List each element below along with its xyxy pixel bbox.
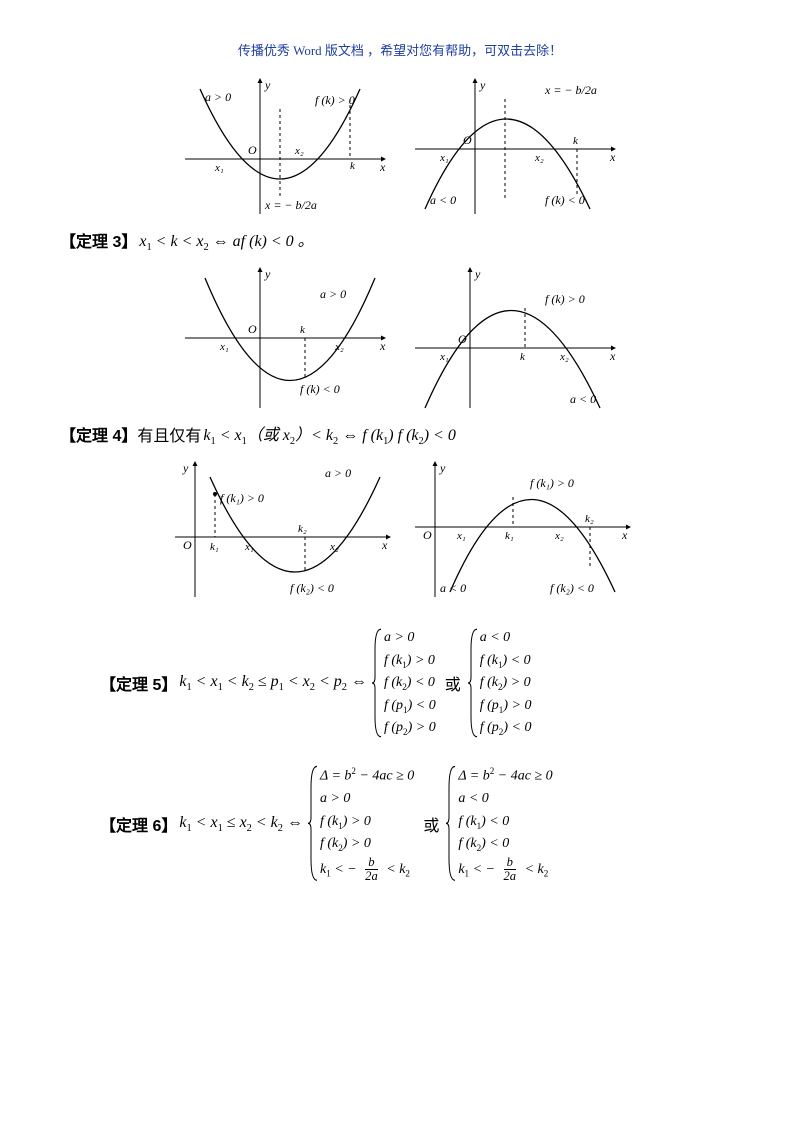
graph-parabola-down-one-root-in-interval: y x O f (k₁) > 0 x₁ k₁ x₂ k₂ a < 0 f (k₂…	[405, 452, 635, 602]
graph-parabola-up-one-root-in-interval: y x O a > 0 f (k₁) > 0 k₁ x₁ k₂ x₂ f (k₂…	[165, 452, 395, 602]
theorem-3-math: x1 < k < x2 ⇔ af (k) < 0 。	[137, 227, 315, 253]
svg-text:x: x	[609, 150, 616, 164]
theorem-6-sys2-lines: Δ = b2 − 4ac ≥ 0a < 0f (k1) < 0f (k2) < …	[456, 764, 554, 883]
theorem-4-prefix: 有且仅有	[137, 422, 201, 446]
theorem-6-lhs: k1 < x1 ≤ x2 < k2 ⇔	[177, 814, 305, 834]
svg-text:k₁: k₁	[505, 530, 514, 542]
svg-text:y: y	[479, 78, 486, 92]
svg-text:k₂: k₂	[298, 523, 307, 535]
figure-row-theorem3: y x O a > 0 x₁ x₂ k f (k) < 0 y x O f (k…	[60, 258, 740, 413]
svg-text:x₁: x₁	[244, 541, 254, 553]
theorem-5-label: 【定理 5】	[100, 671, 177, 695]
theorem-3: 【定理 3】 x1 < k < x2 ⇔ af (k) < 0 。	[60, 227, 740, 253]
svg-text:x₂: x₂	[554, 530, 564, 542]
svg-text:O: O	[248, 322, 257, 336]
theorem-6-label: 【定理 6】	[100, 812, 177, 836]
theorem-6-or: 或	[419, 812, 443, 836]
svg-text:y: y	[474, 267, 481, 281]
svg-text:x₂: x₂	[559, 351, 569, 363]
graph-parabola-up-right-of-roots: y x O a > 0 f (k) > 0 x₁ x₂ k x = − b/2a	[175, 69, 395, 219]
theorem-6-sys1-lines: Δ = b2 − 4ac ≥ 0a > 0f (k1) > 0f (k2) > …	[318, 764, 416, 883]
svg-text:x₂: x₂	[534, 152, 544, 164]
svg-text:x₂: x₂	[334, 341, 344, 353]
svg-text:f (k) > 0: f (k) > 0	[315, 93, 355, 107]
svg-text:f (k₂) < 0: f (k₂) < 0	[550, 581, 594, 595]
svg-text:x: x	[381, 538, 388, 552]
theorem-4-math: k1 < x1（或 x2）< k2 ⇔ f (k1) f (k2) < 0	[201, 421, 457, 447]
svg-text:k: k	[300, 324, 306, 336]
svg-text:x₁: x₁	[456, 530, 466, 542]
svg-text:a < 0: a < 0	[430, 193, 456, 207]
theorem-5-system2: a < 0f (k1) < 0f (k2) > 0f (p1) > 0f (p2…	[468, 627, 534, 739]
figure-row-theorem4: y x O a > 0 f (k₁) > 0 k₁ x₁ k₂ x₂ f (k₂…	[60, 452, 740, 602]
svg-text:x₁: x₁	[439, 351, 449, 363]
svg-text:f (k) > 0: f (k) > 0	[545, 292, 585, 306]
theorem-5-sys1-lines: a > 0f (k1) > 0f (k2) < 0f (p1) < 0f (p2…	[382, 627, 438, 739]
svg-text:x₂: x₂	[294, 145, 304, 157]
svg-text:y: y	[264, 78, 271, 92]
svg-text:x = − b/2a: x = − b/2a	[264, 198, 317, 212]
svg-text:x: x	[379, 160, 386, 174]
theorem-6-system2: Δ = b2 − 4ac ≥ 0a < 0f (k1) < 0f (k2) < …	[446, 764, 554, 883]
svg-text:y: y	[439, 461, 446, 475]
theorem-5-lhs: k1 < x1 < k2 ≤ p1 < x2 < p2 ⇔	[177, 673, 369, 693]
svg-text:O: O	[423, 528, 432, 542]
svg-text:x: x	[609, 349, 616, 363]
theorem-5-or: 或	[441, 671, 465, 695]
svg-text:a < 0: a < 0	[440, 581, 466, 595]
svg-text:k: k	[350, 160, 356, 172]
theorem-4-label: 【定理 4】	[60, 422, 137, 446]
svg-text:f (k) < 0: f (k) < 0	[545, 193, 585, 207]
svg-text:x₂: x₂	[329, 541, 339, 553]
svg-text:f (k₂) < 0: f (k₂) < 0	[290, 581, 334, 595]
theorem-6: 【定理 6】 k1 < x1 ≤ x2 < k2 ⇔ Δ = b2 − 4ac …	[100, 764, 740, 883]
theorem-5-system1: a > 0f (k1) > 0f (k2) < 0f (p1) < 0f (p2…	[372, 627, 438, 739]
figure-row-theorem2: y x O a > 0 f (k) > 0 x₁ x₂ k x = − b/2a…	[60, 69, 740, 219]
svg-text:x₁: x₁	[214, 162, 224, 174]
svg-text:y: y	[264, 267, 271, 281]
theorem-4: 【定理 4】 有且仅有 k1 < x1（或 x2）< k2 ⇔ f (k1) f…	[60, 421, 740, 447]
graph-parabola-down-k-between: y x O f (k) > 0 x₁ x₂ k a < 0	[405, 258, 625, 413]
svg-text:O: O	[248, 143, 257, 157]
svg-text:f (k) < 0: f (k) < 0	[300, 382, 340, 396]
header-note: 传播优秀 Word 版文档 ，希望对您有帮助，可双击去除！	[60, 40, 740, 59]
svg-text:k₂: k₂	[585, 513, 594, 525]
svg-text:x = − b/2a: x = − b/2a	[544, 83, 597, 97]
svg-text:O: O	[458, 332, 467, 346]
svg-text:a < 0: a < 0	[570, 392, 596, 406]
theorem-5-sys2-lines: a < 0f (k1) < 0f (k2) > 0f (p1) > 0f (p2…	[478, 627, 534, 739]
svg-text:x: x	[379, 339, 386, 353]
svg-text:a > 0: a > 0	[320, 287, 346, 301]
svg-text:x₁: x₁	[439, 152, 449, 164]
svg-text:k₁: k₁	[210, 541, 219, 553]
svg-text:O: O	[183, 538, 192, 552]
svg-text:x₁: x₁	[219, 341, 229, 353]
svg-text:x: x	[621, 528, 628, 542]
theorem-3-label: 【定理 3】	[60, 228, 137, 252]
theorem-6-system1: Δ = b2 − 4ac ≥ 0a > 0f (k1) > 0f (k2) > …	[308, 764, 416, 883]
svg-text:f (k₁) > 0: f (k₁) > 0	[220, 491, 264, 505]
graph-parabola-down-right-of-roots: y x O x = − b/2a x₁ x₂ k a < 0 f (k) < 0	[405, 69, 625, 219]
svg-text:f (k₁) > 0: f (k₁) > 0	[530, 476, 574, 490]
svg-text:a > 0: a > 0	[205, 90, 231, 104]
theorem-5: 【定理 5】 k1 < x1 < k2 ≤ p1 < x2 < p2 ⇔ a >…	[100, 627, 740, 739]
svg-text:a > 0: a > 0	[325, 466, 351, 480]
graph-parabola-up-k-between: y x O a > 0 x₁ x₂ k f (k) < 0	[175, 258, 395, 413]
svg-text:k: k	[573, 135, 579, 147]
svg-text:y: y	[182, 461, 189, 475]
svg-text:k: k	[520, 351, 526, 363]
